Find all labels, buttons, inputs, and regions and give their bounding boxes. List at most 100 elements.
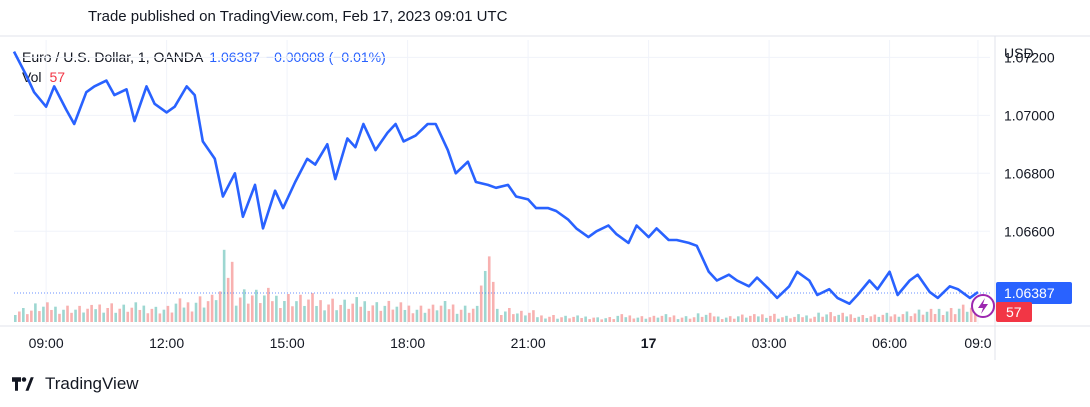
volume-bar	[632, 318, 636, 322]
volume-bar	[921, 314, 925, 322]
volume-bar	[70, 312, 73, 322]
current-price-badge	[996, 281, 1072, 304]
volume-bar	[166, 305, 170, 322]
volume-bar	[841, 312, 844, 322]
volume-bar	[528, 312, 531, 322]
volume-bar	[190, 311, 194, 322]
volume-bar	[504, 311, 507, 322]
volume-bar	[744, 317, 748, 322]
volume-bar	[604, 318, 608, 322]
volume-bar	[584, 316, 587, 322]
volume-bar	[246, 303, 250, 322]
volume-bar	[813, 316, 816, 322]
volume-bar	[339, 304, 342, 322]
volume-bar	[512, 314, 515, 322]
volume-bar	[138, 309, 142, 322]
volume-bar	[753, 314, 756, 322]
volume-bar	[186, 302, 190, 322]
volume-bar	[351, 303, 354, 322]
volume-bar	[383, 305, 387, 322]
volume-bar	[724, 317, 728, 322]
volume-bar	[202, 307, 206, 322]
volume-bar	[592, 317, 595, 322]
volume-bar	[520, 310, 523, 322]
volume-bar	[94, 309, 97, 322]
volume-bar	[801, 317, 804, 322]
volume-bar	[371, 305, 375, 322]
volume-bar	[612, 319, 616, 322]
volume-bar	[295, 301, 298, 322]
volume-label[interactable]: Vol	[22, 69, 42, 85]
volume-bar	[399, 302, 403, 322]
x-tick-label: 17	[641, 335, 657, 351]
volume-bar	[14, 315, 17, 322]
volume-bar	[925, 311, 929, 322]
volume-bar	[86, 308, 89, 322]
volume-bar	[576, 315, 579, 322]
volume-bar	[267, 287, 270, 322]
volume-bar	[475, 305, 479, 322]
volume-bar	[600, 319, 604, 322]
volume-bar	[953, 314, 957, 322]
volume-bar	[821, 316, 824, 322]
volume-bar	[712, 316, 716, 322]
y-tick-label: 1.07000	[1004, 107, 1055, 123]
volume-bar	[335, 310, 338, 322]
volume-bar	[909, 316, 913, 322]
volume-bar	[499, 315, 503, 322]
volume-bar	[198, 296, 202, 322]
volume-bar	[182, 307, 186, 322]
volume-bar	[58, 313, 61, 322]
y-tick-label: 1.06600	[1004, 223, 1055, 239]
volume-bar	[62, 309, 65, 322]
publish-info: Trade published on TradingView.com, Feb …	[88, 8, 508, 25]
volume-bar	[114, 312, 118, 322]
volume-bar	[616, 315, 620, 322]
volume-bar	[38, 311, 41, 322]
price-chart[interactable]: 1.07200 1.07000 1.06800 1.06600 USD 09:00 12:0…	[0, 0, 1090, 360]
volume-bar	[250, 295, 254, 322]
volume-bar	[897, 316, 901, 322]
volume-bar	[684, 316, 688, 322]
volume-bar	[307, 299, 310, 322]
volume-bar	[652, 315, 656, 322]
volume-bar	[98, 304, 101, 322]
volume-bar	[797, 314, 800, 322]
volume-bar	[781, 317, 784, 322]
volume-bar	[809, 318, 812, 322]
tradingview-brand[interactable]: TradingView	[12, 374, 139, 394]
volume-bar	[568, 318, 571, 322]
volume-bar	[881, 314, 885, 322]
volume-bar	[271, 301, 274, 322]
brand-name: TradingView	[45, 374, 139, 393]
currency-label: USD	[1004, 45, 1034, 61]
volume-bar	[375, 302, 379, 322]
volume-bar	[447, 309, 451, 322]
volume-bar	[716, 316, 720, 322]
volume-bar	[323, 310, 326, 322]
volume-bar	[620, 314, 624, 322]
volume-bar	[508, 308, 511, 322]
volume-bar	[664, 314, 668, 322]
volume-bar	[929, 308, 933, 322]
volume-bar	[234, 305, 238, 322]
volume-bar	[106, 308, 109, 322]
volume-bar	[459, 309, 463, 322]
volume-bar	[439, 305, 443, 322]
volume-bar	[82, 312, 85, 322]
volume-bar	[22, 308, 25, 322]
volume-bar	[540, 315, 543, 322]
volume-bar	[889, 316, 893, 322]
volume-bar	[363, 301, 367, 322]
x-tick-label: 15:00	[270, 335, 305, 351]
price-line[interactable]	[12, 51, 979, 305]
volume-bar	[628, 315, 632, 322]
x-tick-label: 09:00	[29, 335, 64, 351]
volume-bar	[206, 301, 210, 322]
volume-bar	[170, 312, 174, 322]
volume-bar	[130, 307, 134, 322]
volume-bar	[765, 317, 768, 322]
volume-bar	[833, 316, 836, 322]
volume-bar	[917, 309, 921, 322]
volume-bar	[837, 314, 840, 322]
